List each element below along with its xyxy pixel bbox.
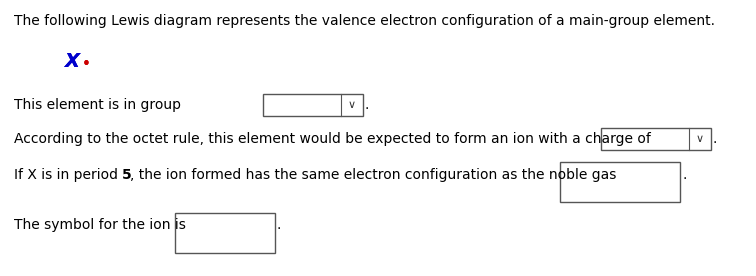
Text: X: X	[65, 52, 80, 71]
Text: If X is in period: If X is in period	[14, 168, 122, 182]
Text: .: .	[682, 168, 686, 182]
Text: .: .	[365, 98, 370, 112]
Text: According to the octet rule, this element would be expected to form an ion with : According to the octet rule, this elemen…	[14, 132, 651, 146]
Bar	[601, 128, 711, 150]
Text: .: .	[277, 218, 281, 232]
Text: , the ion formed has the same electron configuration as the noble gas: , the ion formed has the same electron c…	[130, 168, 616, 182]
Text: .: .	[713, 132, 717, 146]
Text: 5: 5	[122, 168, 132, 182]
Text: X: X	[65, 52, 80, 71]
Text: •: •	[82, 57, 91, 72]
Text: •: •	[82, 57, 91, 72]
Text: The symbol for the ion is: The symbol for the ion is	[14, 218, 186, 232]
Text: ∨: ∨	[348, 100, 356, 110]
Text: ∨: ∨	[696, 134, 704, 144]
Text: The following Lewis diagram represents the valence electron configuration of a m: The following Lewis diagram represents t…	[14, 14, 715, 28]
Text: This element is in group: This element is in group	[14, 98, 181, 112]
Bar	[263, 94, 363, 116]
Bar	[560, 162, 680, 202]
Bar	[175, 213, 275, 253]
